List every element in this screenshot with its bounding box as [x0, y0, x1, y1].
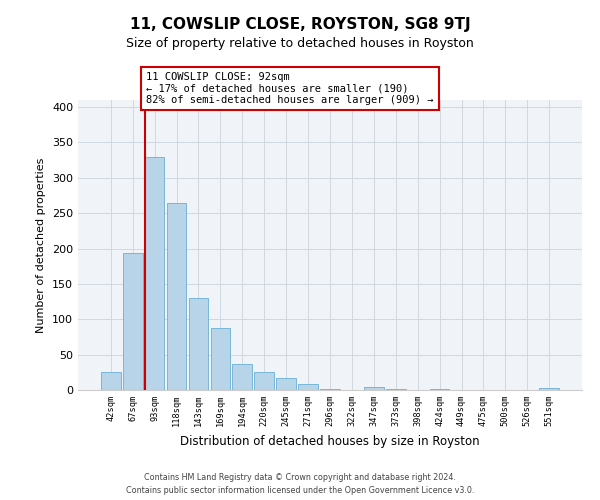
Y-axis label: Number of detached properties: Number of detached properties — [37, 158, 46, 332]
Bar — [386, 388, 406, 390]
Bar — [364, 387, 384, 390]
Bar — [298, 384, 318, 390]
Text: Contains public sector information licensed under the Open Government Licence v3: Contains public sector information licen… — [126, 486, 474, 495]
Text: Size of property relative to detached houses in Royston: Size of property relative to detached ho… — [126, 38, 474, 51]
Bar — [211, 328, 230, 390]
Bar — [145, 156, 164, 390]
Bar — [188, 298, 208, 390]
Bar — [232, 364, 252, 390]
Text: 11, COWSLIP CLOSE, ROYSTON, SG8 9TJ: 11, COWSLIP CLOSE, ROYSTON, SG8 9TJ — [130, 18, 470, 32]
Bar — [101, 372, 121, 390]
X-axis label: Distribution of detached houses by size in Royston: Distribution of detached houses by size … — [180, 434, 480, 448]
Bar — [123, 254, 143, 390]
Bar — [276, 378, 296, 390]
Bar — [254, 372, 274, 390]
Text: 11 COWSLIP CLOSE: 92sqm
← 17% of detached houses are smaller (190)
82% of semi-d: 11 COWSLIP CLOSE: 92sqm ← 17% of detache… — [146, 72, 433, 105]
Text: Contains HM Land Registry data © Crown copyright and database right 2024.: Contains HM Land Registry data © Crown c… — [144, 474, 456, 482]
Bar — [167, 202, 187, 390]
Bar — [539, 388, 559, 390]
